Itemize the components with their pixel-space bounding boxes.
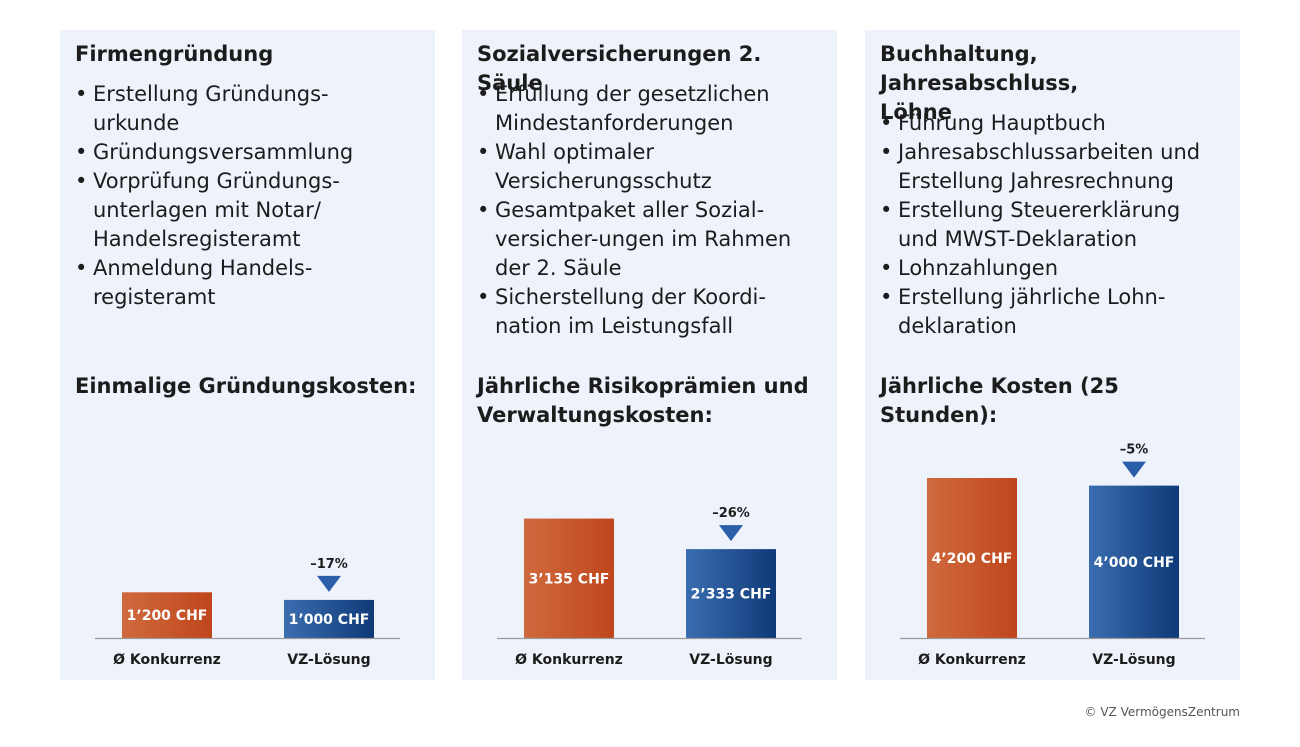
- bullet-item: Anmeldung Handels- registeramt: [75, 254, 425, 312]
- category-label: Ø Konkurrenz: [515, 652, 623, 668]
- cost-title: Einmalige Gründungskosten:: [75, 374, 417, 398]
- category-label: VZ-Lösung: [689, 652, 772, 668]
- bullet-item: Erstellung jährliche Lohn- deklaration: [880, 283, 1230, 341]
- category-label: VZ-Lösung: [287, 652, 370, 668]
- bar-value-label: 4’200 CHF: [932, 551, 1013, 567]
- bullet-item: Wahl optimaler Versicherungsschutz: [477, 138, 827, 196]
- panel-firmengruendung: Firmengründung Erstellung Gründungs- urk…: [60, 30, 435, 680]
- delta-arrow-icon: [719, 525, 743, 542]
- bullet-item: Sicherstellung der Koordi- nation im Lei…: [477, 283, 827, 341]
- delta-label: –5%: [1120, 443, 1149, 458]
- bullet-item: Gesamtpaket aller Sozial- versicher-unge…: [477, 196, 827, 283]
- bullet-item: Vorprüfung Gründungs- unterlagen mit Not…: [75, 167, 425, 254]
- panel-title: Firmengründung: [75, 42, 274, 66]
- delta-arrow-icon: [317, 575, 341, 592]
- bullet-list: Führung Hauptbuch Jahresabschlussarbeite…: [880, 109, 1230, 341]
- bar-vz: [284, 599, 374, 638]
- bullet-item: Führung Hauptbuch: [880, 109, 1230, 138]
- bar-value-label: 1’000 CHF: [289, 612, 370, 628]
- cost-title: Jährliche Risikoprämien und Verwaltungsk…: [477, 374, 809, 427]
- bar-value-label: 4’000 CHF: [1094, 555, 1175, 571]
- bar-vz: [1089, 485, 1179, 638]
- bar-chart: 3’135 CHF Ø Konkurrenz 2’333 CHF VZ-Lösung –…: [497, 506, 802, 668]
- panel-sozialversicherungen: Sozialversicherungen 2. Säule Erfüllung …: [462, 30, 837, 680]
- bullet-item: Gründungsversammlung: [75, 138, 425, 167]
- bar-competitor: [524, 518, 614, 638]
- delta-label: –17%: [310, 557, 348, 572]
- bullet-item: Erstellung Steuererklärung und MWST-Dekl…: [880, 196, 1230, 254]
- category-label: Ø Konkurrenz: [918, 652, 1026, 668]
- category-label: VZ-Lösung: [1092, 652, 1175, 668]
- category-label: Ø Konkurrenz: [113, 652, 221, 668]
- delta-label: –26%: [712, 506, 750, 521]
- copyright: © VZ VermögensZentrum: [1084, 705, 1240, 719]
- bar-value-label: 1’200 CHF: [127, 608, 208, 624]
- delta-arrow-icon: [1122, 461, 1146, 478]
- bar-value-label: 3’135 CHF: [529, 571, 610, 587]
- panel-buchhaltung: Buchhaltung, Jahresabschluss, Löhne Führ…: [865, 30, 1240, 680]
- bullet-item: Erstellung Gründungs- urkunde: [75, 80, 425, 138]
- bar-value-label: 2’333 CHF: [691, 587, 772, 603]
- bar-vz: [686, 549, 776, 638]
- bullet-item: Erfüllung der gesetzlichen Mindestanford…: [477, 80, 827, 138]
- bullet-list: Erfüllung der gesetzlichen Mindestanford…: [477, 80, 827, 341]
- bar-chart: 4’200 CHF Ø Konkurrenz 4’000 CHF VZ-Lösung –…: [900, 443, 1205, 668]
- bullet-list: Erstellung Gründungs- urkunde Gründungsv…: [75, 80, 425, 312]
- bullet-item: Lohnzahlungen: [880, 254, 1230, 283]
- bullet-item: Jahresabschlussarbeiten und Erstellung J…: [880, 138, 1230, 196]
- cost-title: Jährliche Kosten (25 Stunden):: [880, 374, 1119, 427]
- bar-competitor: [927, 478, 1017, 638]
- bar-competitor: [122, 592, 212, 638]
- bar-chart: 1’200 CHF Ø Konkurrenz 1’000 CHF VZ-Lösung –…: [95, 557, 400, 668]
